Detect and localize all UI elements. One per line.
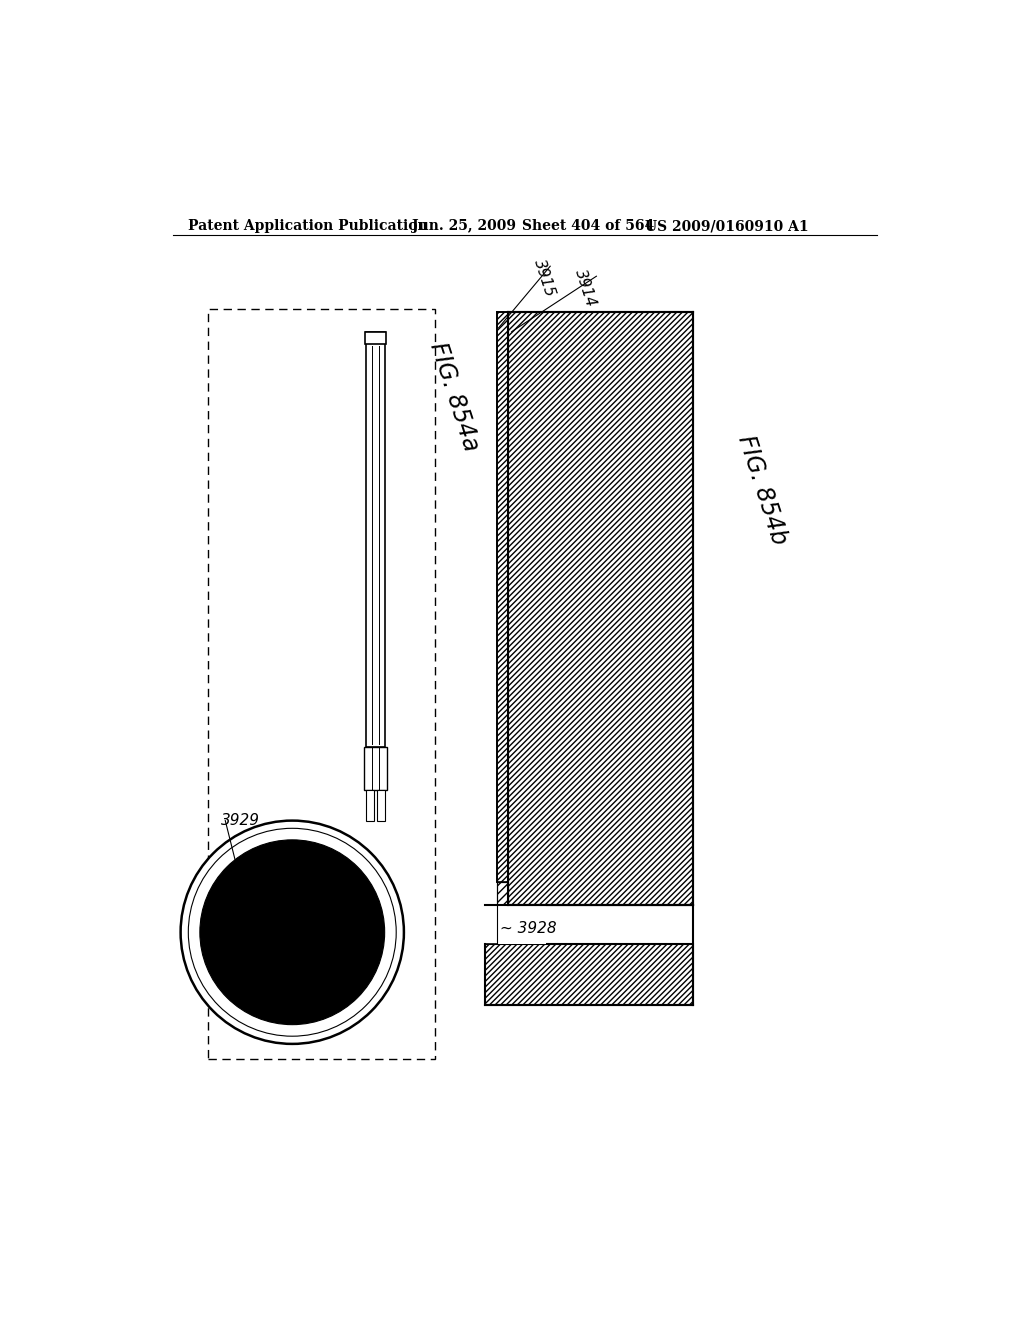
Text: 3929: 3929: [221, 813, 260, 828]
Bar: [489, 906, 547, 944]
Bar: [367, 789, 374, 821]
Bar: [208, 309, 435, 1059]
Text: FIG. 854a: FIG. 854a: [425, 339, 483, 454]
Text: Patent Application Publication: Patent Application Publication: [188, 219, 428, 234]
Circle shape: [180, 821, 403, 1044]
Circle shape: [200, 840, 385, 1024]
Text: Jun. 25, 2009: Jun. 25, 2009: [412, 219, 516, 234]
Bar: [484, 944, 692, 1006]
Bar: [377, 789, 385, 821]
Bar: [367, 331, 385, 747]
Bar: [508, 313, 692, 906]
Text: US 2009/0160910 A1: US 2009/0160910 A1: [645, 219, 809, 234]
Bar: [497, 882, 508, 906]
Text: FIG. 854b: FIG. 854b: [733, 432, 791, 548]
Text: 3914: 3914: [571, 267, 598, 309]
Bar: [365, 331, 386, 345]
Circle shape: [188, 829, 396, 1036]
Text: ~ 3928: ~ 3928: [500, 921, 557, 936]
Bar: [497, 313, 508, 882]
Text: 3915: 3915: [530, 257, 557, 298]
Bar: [485, 882, 496, 944]
Bar: [364, 747, 387, 789]
Text: Sheet 404 of 564: Sheet 404 of 564: [521, 219, 654, 234]
